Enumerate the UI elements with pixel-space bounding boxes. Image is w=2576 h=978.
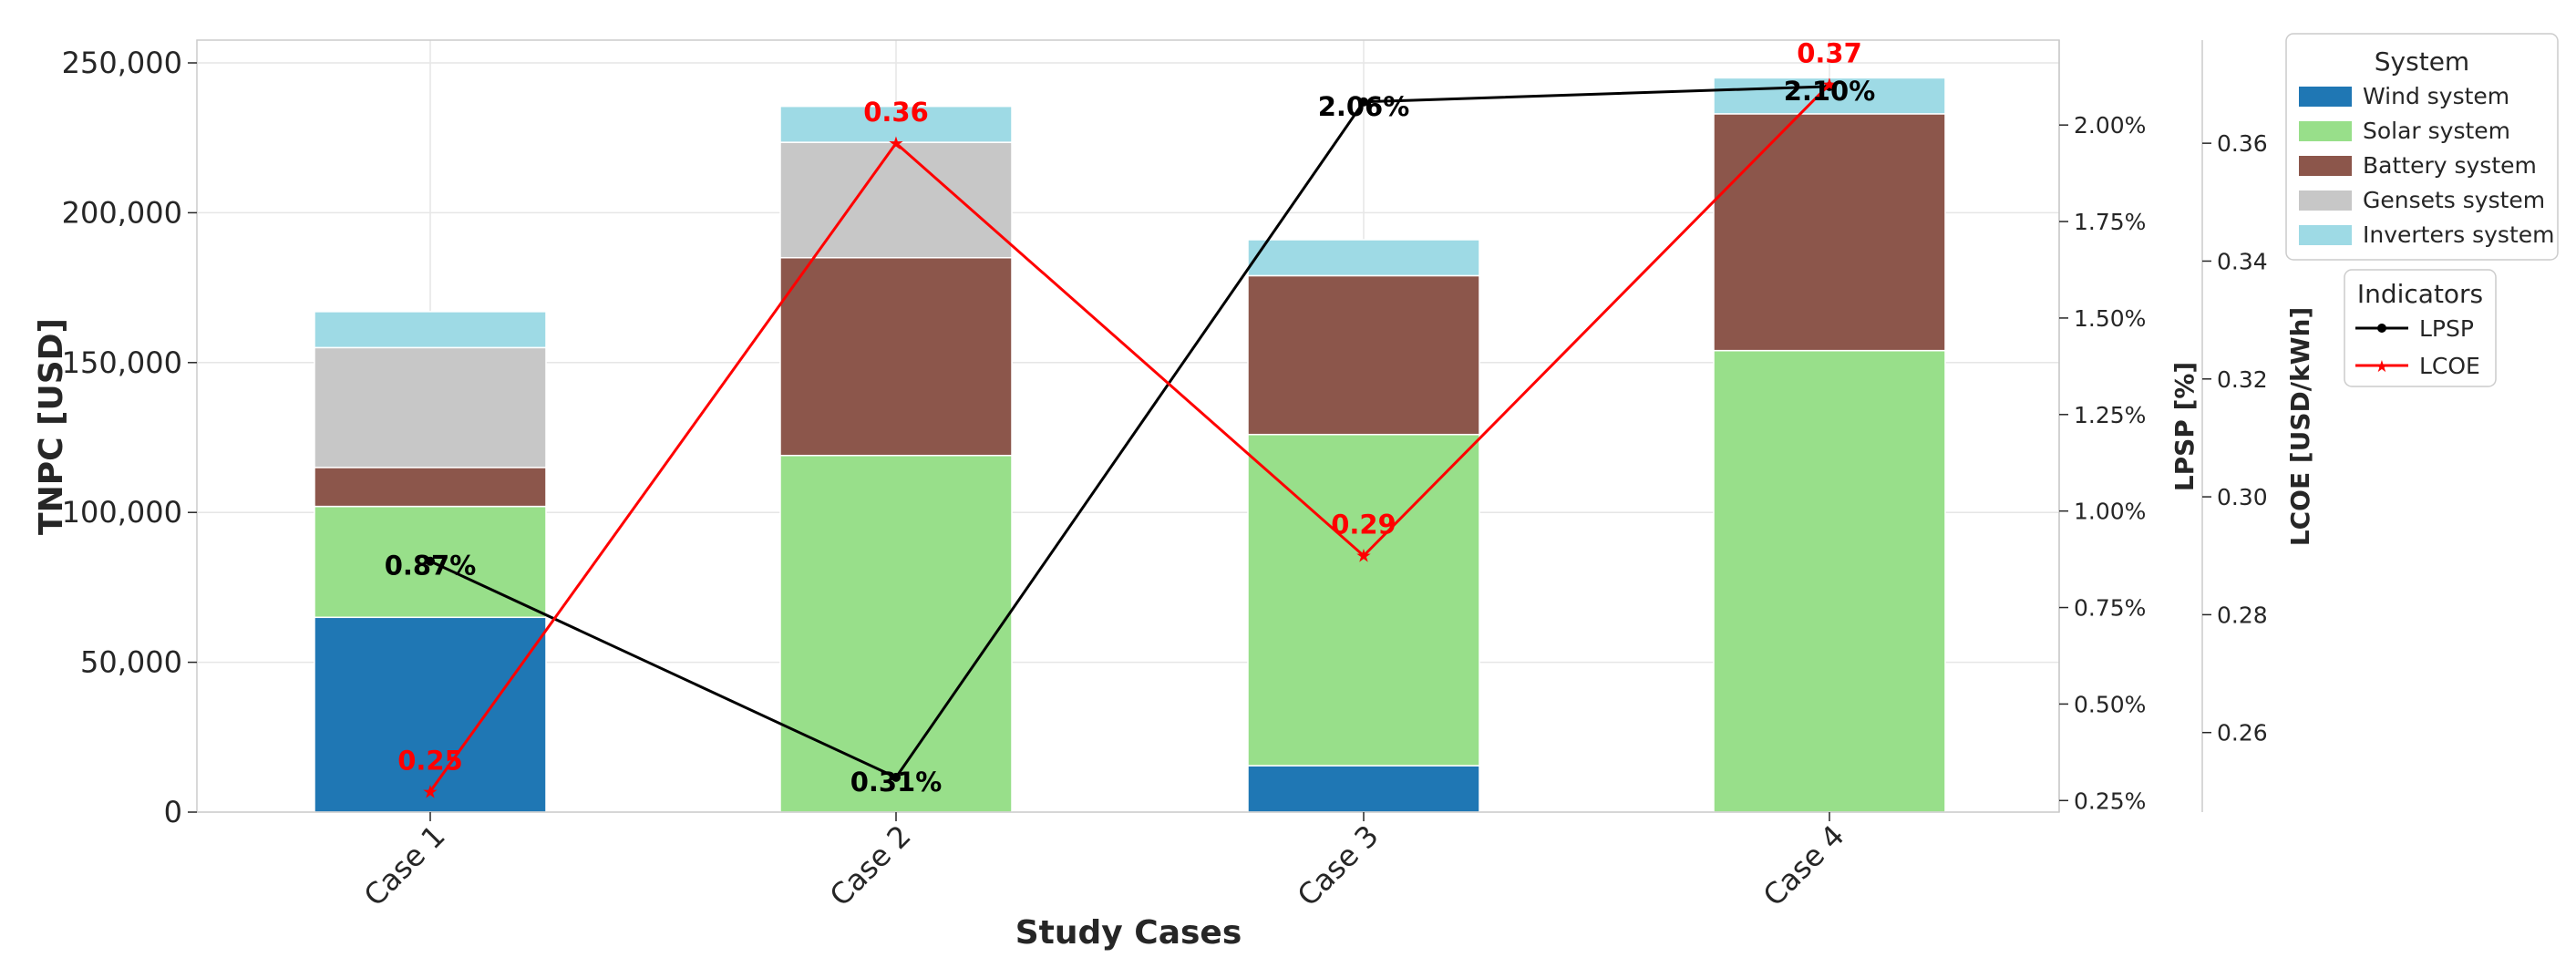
lpsp-tick-label: 0.25% — [2074, 788, 2146, 814]
lpsp-axis-title: LPSP [%] — [2169, 362, 2200, 491]
legend-indicators-box — [2344, 269, 2497, 387]
legend-swatch — [2299, 87, 2352, 107]
lpsp-data-label: 0.31% — [850, 767, 943, 798]
legend-marker: ★ — [2375, 357, 2389, 376]
x-tick-label: Case 1 — [357, 818, 452, 913]
bar-segment-battery-system — [1247, 274, 1480, 436]
bar-segment-battery-system — [779, 256, 1013, 457]
lcoe-line — [428, 83, 1831, 793]
y-tick-label: 0 — [164, 795, 182, 829]
bar-segment-battery-system — [1713, 113, 1946, 352]
legend-item-label: Wind system — [2363, 83, 2509, 109]
stacked-bars — [314, 77, 1946, 813]
bar-segment-solar-system — [1713, 349, 1946, 813]
lpsp-data-label: 0.87% — [385, 551, 477, 582]
y-axis-title: TNPC [USD] — [33, 318, 70, 535]
lpsp-tick-label: 0.75% — [2074, 595, 2146, 622]
legend-item-label: Battery system — [2363, 152, 2537, 179]
x-tick-label: Case 3 — [1291, 818, 1386, 913]
lpsp-tick-label: 1.50% — [2074, 305, 2146, 332]
lcoe-point: ★ — [1821, 73, 1838, 95]
legend-swatch — [2299, 225, 2352, 245]
bar-segment-inverters-system — [314, 311, 547, 349]
y-tick-label: 250,000 — [62, 46, 182, 80]
lcoe-tick-label: 0.36 — [2217, 130, 2268, 157]
y-tick-label: 50,000 — [80, 645, 182, 680]
lpsp-data-label: 2.10% — [1784, 76, 1876, 107]
left-axis-ticks: 0 50,000 100,000 150,000 200,000 250,000 — [62, 46, 197, 829]
x-tick-label: Case 4 — [1757, 818, 1851, 913]
lpsp-line — [429, 85, 1830, 779]
lpsp-point — [426, 556, 435, 566]
lcoe-tick-label: 0.34 — [2217, 248, 2268, 274]
legend-marker — [2377, 324, 2386, 333]
x-axis-ticks: Case 1 Case 2 Case 3 Case 4 — [357, 812, 1851, 913]
lpsp-tick-label: 1.25% — [2074, 402, 2146, 428]
lcoe-data-label: 0.25 — [397, 745, 463, 776]
legend-system-box — [2285, 33, 2559, 261]
lcoe-data-label: 0.29 — [1331, 510, 1396, 540]
data-labels: 0.87% 0.31% 2.06% 2.10% 0.25 0.36 0.29 0.37 — [385, 37, 1876, 797]
x-axis-title: Study Cases — [1015, 914, 1242, 952]
lpsp-point — [1825, 81, 1834, 91]
lpsp-data-label: 2.06% — [1318, 91, 1410, 122]
lpsp-tick-label: 1.00% — [2074, 499, 2146, 525]
lcoe-tick-label: 0.30 — [2217, 484, 2268, 510]
bar-segment-wind-system — [1247, 765, 1480, 813]
bar-segment-gensets-system — [779, 141, 1013, 259]
legend-system: System Wind system Solar system Battery sy… — [2285, 33, 2559, 261]
legend-item-label: LPSP — [2419, 315, 2474, 342]
lpsp-tick-label: 1.75% — [2074, 209, 2146, 235]
legend-swatch — [2299, 190, 2352, 211]
lcoe-data-label: 0.36 — [863, 97, 929, 128]
lcoe-point: ★ — [422, 780, 438, 802]
legend-swatch — [2299, 121, 2352, 141]
y-tick-label: 150,000 — [62, 345, 182, 380]
legend-indicators-title: Indicators — [2357, 279, 2483, 309]
x-tick-label: Case 2 — [823, 818, 918, 913]
lpsp-tick-label: 2.00% — [2074, 112, 2146, 139]
legend-indicators: Indicators LPSP ★ LCOE — [2344, 269, 2497, 387]
legend-item-label: Inverters system — [2363, 221, 2555, 248]
lcoe-tick-label: 0.28 — [2217, 602, 2268, 628]
indicator-lines: ★ ★ ★ ★ — [422, 73, 1838, 802]
lcoe-axis-title: LCOE [USD/kWh] — [2285, 307, 2315, 546]
legend-item-label: Gensets system — [2363, 187, 2545, 213]
bar-segment-solar-system — [779, 454, 1013, 813]
bar-segment-solar-system — [1247, 433, 1480, 767]
bar-segment-inverters-system — [1247, 239, 1480, 277]
lpsp-axis: 0.25% 0.50% 0.75% 1.00% 1.25% 1.50% 1.75% 2.00% — [2058, 40, 2146, 814]
y-tick-label: 200,000 — [62, 195, 182, 230]
legend-item-label: LCOE — [2419, 353, 2480, 379]
lcoe-tick-label: 0.26 — [2217, 720, 2268, 746]
lcoe-data-label: 0.37 — [1797, 37, 1862, 68]
legend-swatch — [2299, 156, 2352, 176]
lpsp-tick-label: 0.50% — [2074, 691, 2146, 717]
lpsp-point — [1359, 97, 1368, 107]
lcoe-point: ★ — [888, 132, 904, 154]
lcoe-point: ★ — [1355, 545, 1372, 567]
lcoe-tick-label: 0.32 — [2217, 366, 2268, 393]
legend-item-label: Solar system — [2363, 118, 2510, 144]
bar-segment-gensets-system — [314, 346, 547, 468]
legend-system-title: System — [2375, 46, 2469, 77]
lcoe-axis: 0.26 0.28 0.30 0.32 0.34 0.36 — [2201, 40, 2268, 812]
lpsp-point — [891, 772, 901, 782]
y-tick-label: 100,000 — [62, 495, 182, 530]
bar-segment-battery-system — [314, 467, 547, 508]
